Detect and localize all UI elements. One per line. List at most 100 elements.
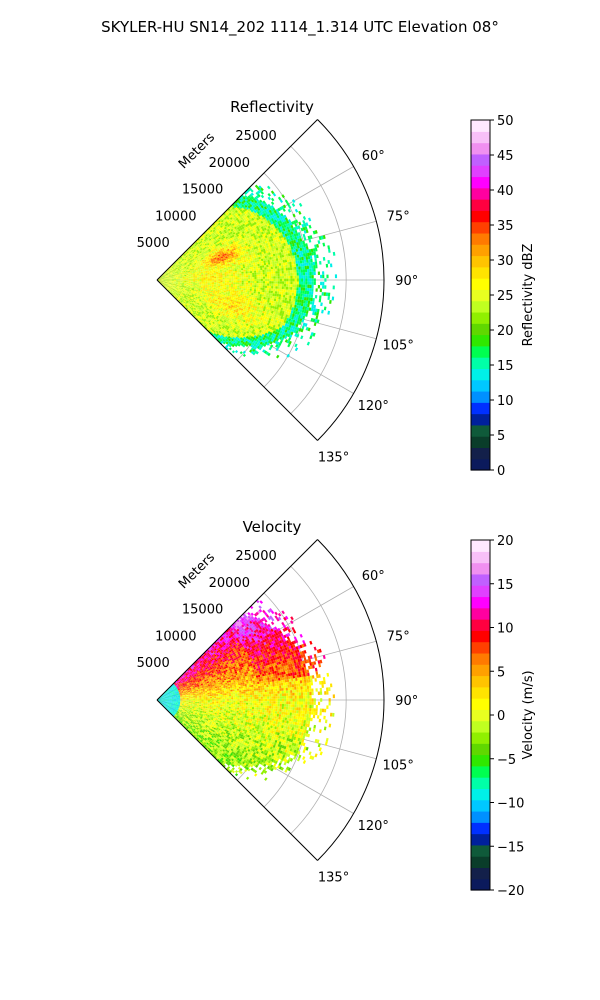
gate-cell: [291, 267, 295, 271]
gate-cell: [275, 218, 280, 222]
gate-cell: [301, 296, 305, 301]
gate-cell: [234, 270, 238, 273]
gate-cell: [160, 277, 163, 279]
gate-cell: [233, 229, 237, 232]
gate-cell: [200, 248, 203, 251]
gate-cell: [292, 272, 295, 276]
gate-cell: [269, 297, 273, 301]
gate-cell: [222, 284, 225, 287]
gate-cell: [282, 204, 287, 209]
gate-cell: [187, 251, 190, 255]
gate-cell: [203, 278, 206, 280]
gate-cell: [313, 265, 316, 269]
gate-cell: [209, 279, 213, 281]
gate-cell: [189, 259, 193, 262]
gate-cell: [180, 268, 183, 270]
gate-cell: [219, 215, 223, 219]
gate-cell: [296, 287, 299, 291]
gate-cell: [314, 294, 318, 299]
gate-cell: [304, 262, 307, 267]
gate-cell: [317, 285, 321, 289]
gate-cell: [187, 252, 190, 255]
gate-cell: [250, 189, 254, 193]
gate-cell: [260, 289, 263, 293]
gate-cell: [213, 237, 216, 240]
gate-cell: [239, 277, 242, 280]
gate-cell: [250, 205, 254, 210]
gate-cell: [218, 284, 221, 286]
gate-cell: [239, 202, 243, 206]
gate-cell: [184, 280, 187, 281]
gate-cell: [169, 270, 172, 272]
gate-cell: [263, 221, 267, 226]
gate-cell: [250, 282, 253, 285]
gate-cell: [270, 269, 274, 272]
gate-cell: [175, 267, 178, 270]
gate-cell: [176, 262, 179, 265]
gate-cell: [262, 267, 265, 271]
gate-cell: [253, 221, 257, 225]
gate-cell: [281, 265, 284, 269]
gate-cell: [237, 279, 240, 281]
gate-cell: [250, 279, 253, 281]
gate-cell: [177, 268, 180, 270]
gate-cell: [257, 293, 260, 297]
gate-cell: [240, 266, 244, 269]
gate-cell: [215, 237, 219, 240]
gate-cell: [279, 276, 282, 279]
gate-cell: [256, 276, 259, 279]
gate-cell: [212, 229, 216, 233]
gate-cell: [273, 288, 276, 292]
gate-cell: [243, 214, 247, 218]
gate-cell: [260, 267, 263, 271]
gate-cell: [230, 288, 233, 291]
gate-cell: [198, 256, 201, 259]
gate-cell: [228, 229, 232, 233]
gate-cell: [231, 280, 234, 283]
gate-cell: [197, 238, 200, 241]
gate-cell: [211, 230, 214, 234]
gate-cell: [189, 252, 193, 255]
gate-cell: [256, 217, 260, 221]
gate-cell: [271, 271, 274, 275]
gate-cell: [191, 250, 194, 253]
gate-cell: [280, 260, 283, 264]
gate-cell: [219, 242, 222, 245]
gate-cell: [195, 280, 198, 282]
gate-cell: [233, 214, 237, 218]
gate-cell: [219, 248, 223, 251]
gate-cell: [256, 186, 261, 191]
gate-cell: [227, 228, 231, 232]
gate-cell: [233, 242, 236, 245]
gate-cell: [160, 276, 163, 278]
gate-cell: [207, 277, 210, 279]
gate-cell: [226, 279, 230, 281]
gate-cell: [235, 236, 239, 240]
gate-cell: [166, 269, 169, 272]
gate-cell: [184, 263, 187, 265]
gate-cell: [262, 299, 266, 302]
gate-cell: [218, 272, 221, 275]
gate-cell: [244, 265, 248, 268]
gate-cell: [268, 292, 271, 296]
gate-cell: [224, 280, 227, 283]
gate-cell: [302, 233, 306, 238]
gate-cell: [283, 214, 287, 219]
gate-cell: [319, 261, 322, 265]
gate-cell: [228, 232, 231, 236]
gate-cell: [218, 249, 221, 252]
gate-cell: [222, 276, 225, 278]
gate-cell: [307, 278, 310, 282]
gate-cell: [255, 220, 259, 224]
gate-cell: [207, 275, 210, 277]
gate-cell: [209, 236, 213, 239]
gate-cell: [207, 282, 210, 284]
gate-cell: [188, 253, 191, 256]
gate-cell: [269, 256, 272, 260]
gate-cell: [221, 230, 225, 234]
gate-cell: [267, 192, 271, 197]
gate-cell: [255, 268, 259, 271]
gate-cell: [207, 247, 210, 250]
gate-cell: [242, 291, 246, 294]
gate-cell: [257, 261, 260, 265]
